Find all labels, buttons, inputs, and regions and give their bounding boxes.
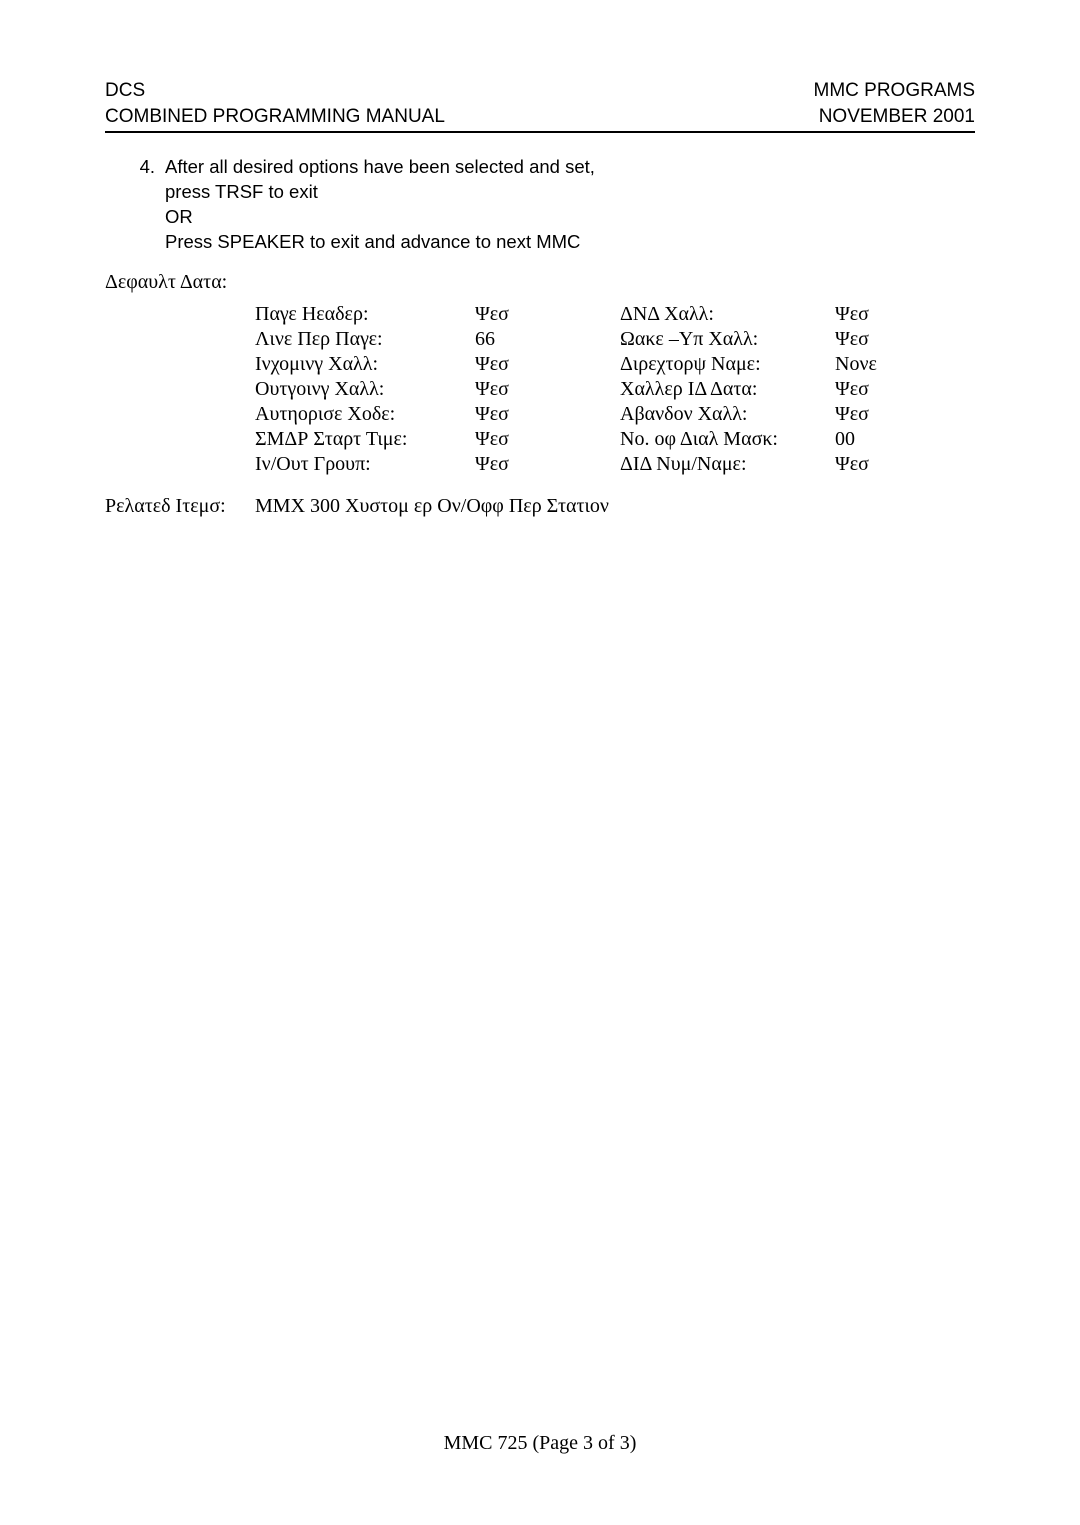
cell-value: Ψεσ (835, 452, 905, 477)
cell-label: ΣΜΔΡ Σταρτ Τιμε: (255, 427, 475, 452)
cell-value: Ψεσ (475, 377, 620, 402)
related-label: Ρελατεδ Ιτεμσ: (105, 495, 255, 518)
cell-value: 00 (835, 427, 905, 452)
step-line-3: OR (165, 205, 975, 230)
default-data-table: Παγε Ηεαδερ: Ψεσ ΔΝΔ Χαλλ: Ψεσ Λινε Περ … (255, 302, 905, 477)
cell-label: Διρεχτορψ Ναμε: (620, 352, 835, 377)
cell-value: Ψεσ (835, 402, 905, 427)
header-right-2: NOVEMBER 2001 (814, 104, 976, 130)
header-right-1: MMC PROGRAMS (814, 78, 976, 104)
cell-value: Ψεσ (835, 302, 905, 327)
step-number: 4. (133, 155, 165, 255)
table-row: Ιν/Ουτ Γρουπ: Ψεσ ΔΙΔ Νυμ/Ναμε: Ψεσ (255, 452, 905, 477)
cell-value: Ψεσ (475, 427, 620, 452)
table-row: Αυτηορισε Χοδε: Ψεσ Αβανδον Χαλλ: Ψεσ (255, 402, 905, 427)
cell-value: Ψεσ (835, 377, 905, 402)
table-row: Ινχομινγ Χαλλ: Ψεσ Διρεχτορψ Ναμε: Νονε (255, 352, 905, 377)
cell-label: ΔΙΔ Νυμ/Ναμε: (620, 452, 835, 477)
default-data-label: Δεφαυλτ Δατα: (105, 271, 975, 294)
cell-label: Αυτηορισε Χοδε: (255, 402, 475, 427)
step-line-2: press TRSF to exit (165, 180, 975, 205)
cell-value: Ψεσ (835, 327, 905, 352)
cell-label: Χαλλερ ΙΔ Δατα: (620, 377, 835, 402)
step-line-1: After all desired options have been sele… (165, 155, 975, 180)
header-left-1: DCS (105, 78, 445, 104)
step-4: 4. After all desired options have been s… (133, 155, 975, 255)
table-row: ΣΜΔΡ Σταρτ Τιμε: Ψεσ Νο. οφ Διαλ Μασκ: 0… (255, 427, 905, 452)
cell-value: Ψεσ (475, 352, 620, 377)
cell-label: Ουτγοινγ Χαλλ: (255, 377, 475, 402)
cell-value: Ψεσ (475, 452, 620, 477)
header-rule (105, 131, 975, 133)
cell-label: Ωακε –Υπ Χαλλ: (620, 327, 835, 352)
step-line-4: Press SPEAKER to exit and advance to nex… (165, 230, 975, 255)
cell-value: 66 (475, 327, 620, 352)
cell-label: ΔΝΔ Χαλλ: (620, 302, 835, 327)
cell-label: Λινε Περ Παγε: (255, 327, 475, 352)
cell-value: Ψεσ (475, 302, 620, 327)
page-header: DCS COMBINED PROGRAMMING MANUAL MMC PROG… (105, 78, 975, 129)
cell-label: Νο. οφ Διαλ Μασκ: (620, 427, 835, 452)
header-left-2: COMBINED PROGRAMMING MANUAL (105, 104, 445, 130)
cell-label: Παγε Ηεαδερ: (255, 302, 475, 327)
cell-label: Αβανδον Χαλλ: (620, 402, 835, 427)
cell-label: Ιν/Ουτ Γρουπ: (255, 452, 475, 477)
cell-value: Νονε (835, 352, 905, 377)
related-items: Ρελατεδ Ιτεμσ: ΜΜΧ 300 Χυστομ ερ Ον/Οφφ … (105, 495, 975, 518)
page-footer: MMC 725 (Page 3 of 3) (0, 1432, 1080, 1455)
table-row: Λινε Περ Παγε: 66 Ωακε –Υπ Χαλλ: Ψεσ (255, 327, 905, 352)
cell-label: Ινχομινγ Χαλλ: (255, 352, 475, 377)
cell-value: Ψεσ (475, 402, 620, 427)
table-row: Ουτγοινγ Χαλλ: Ψεσ Χαλλερ ΙΔ Δατα: Ψεσ (255, 377, 905, 402)
table-row: Παγε Ηεαδερ: Ψεσ ΔΝΔ Χαλλ: Ψεσ (255, 302, 905, 327)
related-body: ΜΜΧ 300 Χυστομ ερ Ον/Οφφ Περ Στατιον (255, 495, 975, 518)
